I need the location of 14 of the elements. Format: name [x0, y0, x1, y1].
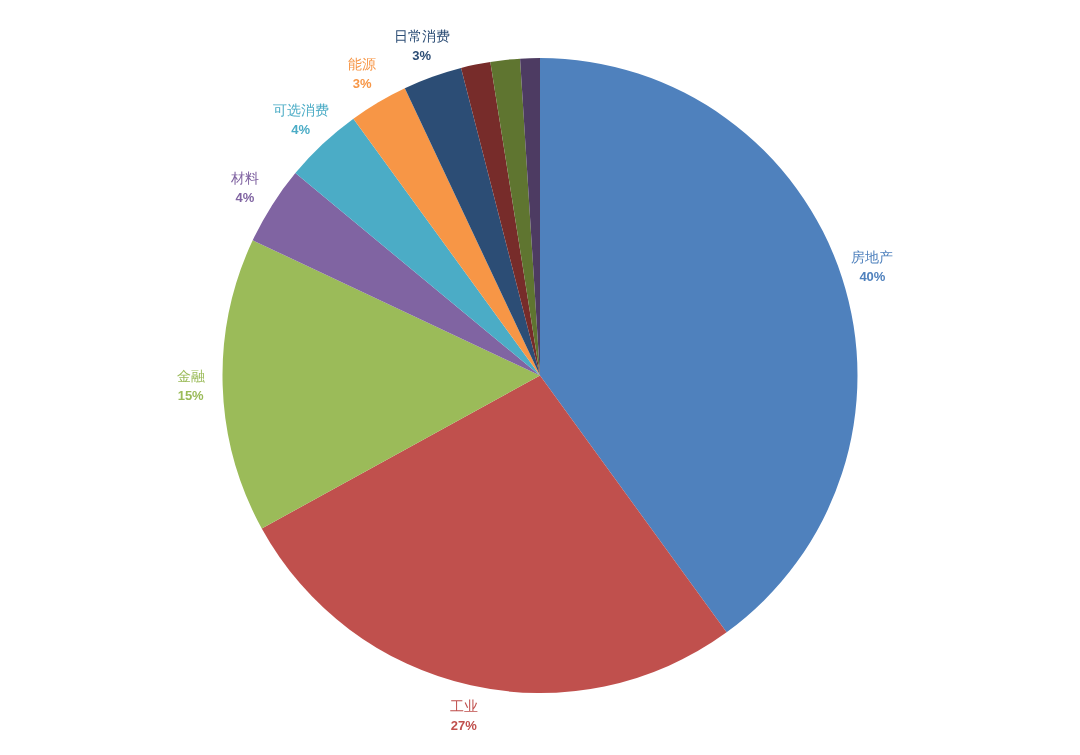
slice-label: 日常消费 [393, 28, 450, 45]
data-label: 4% [235, 189, 255, 205]
data-label: 4% [291, 122, 311, 138]
data-label: 3% [352, 76, 372, 92]
data-label: 40% [859, 269, 886, 285]
data-label: 15% [177, 388, 205, 404]
slice-label: 可选消费 [272, 102, 329, 119]
slice-label: 能源 [348, 56, 377, 73]
slice-label: 房地产 [851, 249, 894, 266]
data-label: 27% [450, 718, 478, 734]
slice-label: 材料 [229, 169, 259, 186]
slice-label: 金融 [176, 368, 205, 385]
slice-label: 工业 [449, 698, 478, 715]
data-label: 3% [412, 48, 432, 64]
